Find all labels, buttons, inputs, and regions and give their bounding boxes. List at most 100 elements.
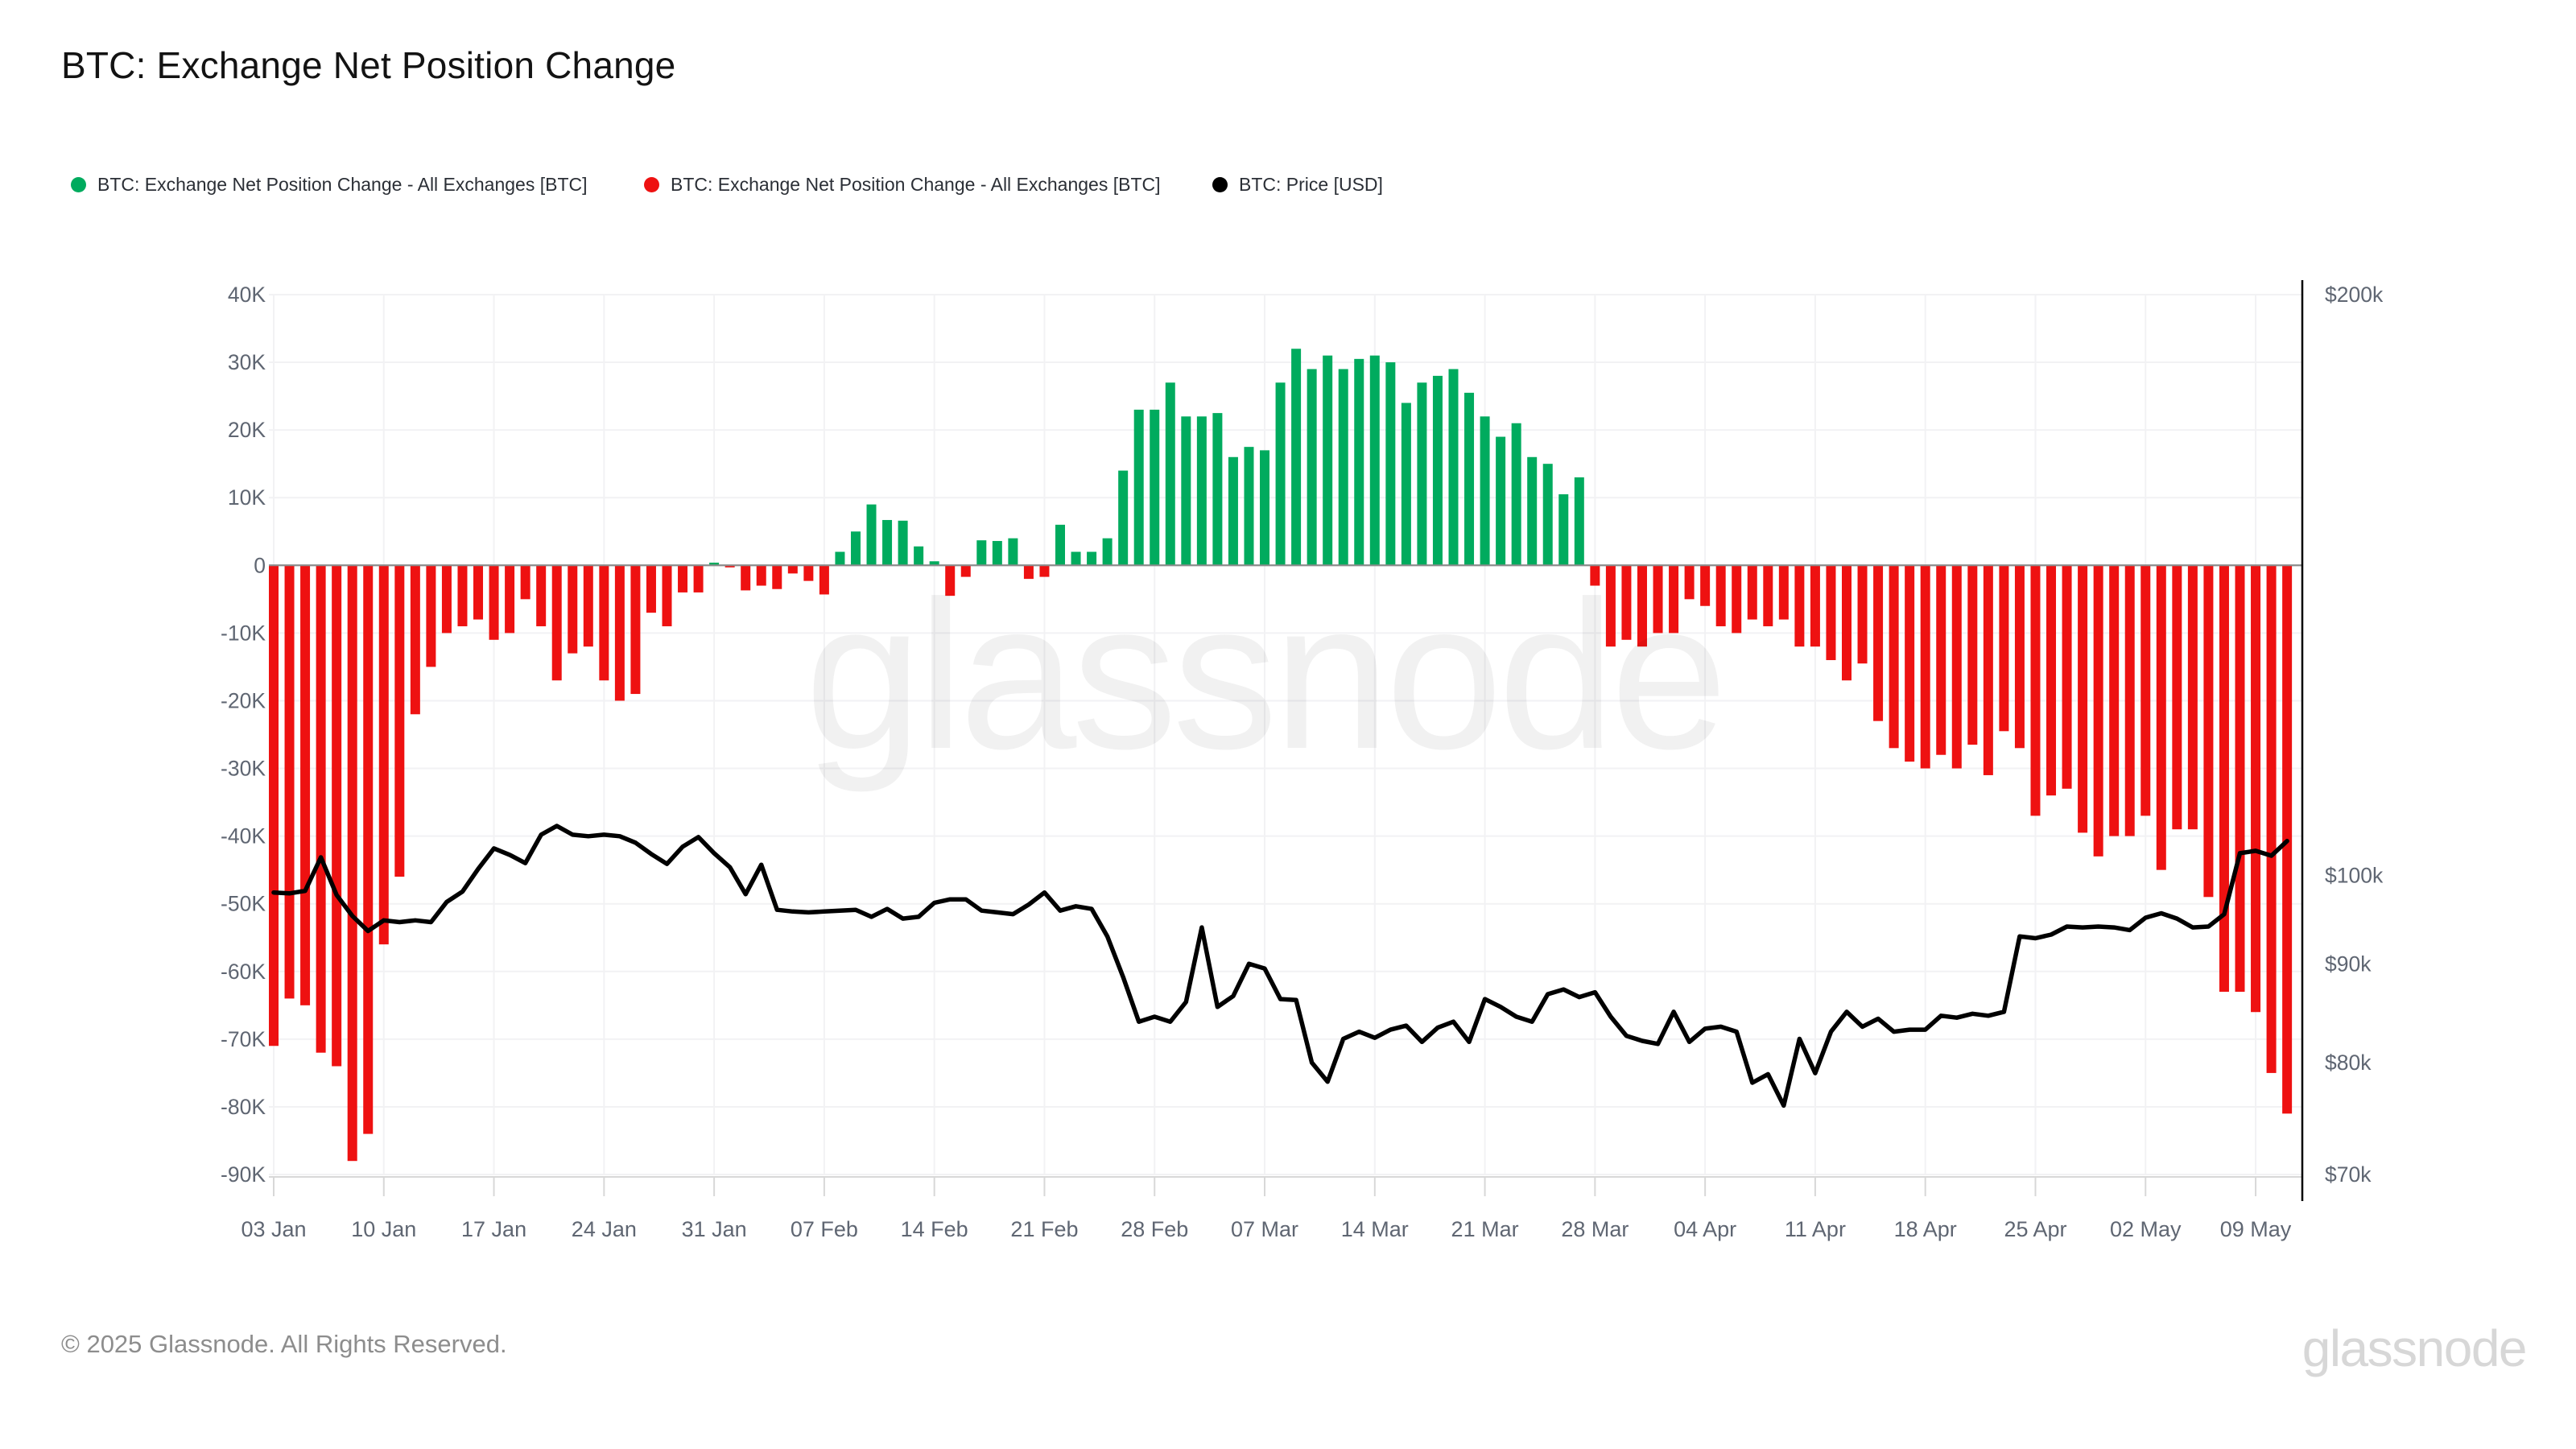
netflow-bar[interactable]: [1527, 456, 1538, 566]
netflow-bar[interactable]: [678, 565, 688, 592]
netflow-bar[interactable]: [1669, 565, 1679, 634]
netflow-bar[interactable]: [929, 561, 939, 566]
netflow-bar[interactable]: [332, 565, 342, 1067]
netflow-bar[interactable]: [1920, 565, 1930, 769]
netflow-bar[interactable]: [1055, 524, 1065, 566]
netflow-bar[interactable]: [1684, 565, 1695, 600]
netflow-bar[interactable]: [646, 565, 656, 613]
netflow-bar[interactable]: [1621, 565, 1632, 640]
netflow-bar[interactable]: [1008, 538, 1018, 566]
netflow-bar[interactable]: [1275, 382, 1286, 566]
netflow-bar[interactable]: [1480, 416, 1490, 566]
netflow-bar[interactable]: [473, 565, 484, 620]
netflow-bar[interactable]: [1369, 355, 1380, 566]
netflow-bar[interactable]: [505, 565, 515, 634]
netflow-bar[interactable]: [1794, 565, 1805, 647]
netflow-bar[interactable]: [1291, 349, 1302, 566]
netflow-bar[interactable]: [2062, 565, 2072, 789]
netflow-bar[interactable]: [1842, 565, 1852, 681]
netflow-bar[interactable]: [551, 565, 562, 681]
netflow-bar[interactable]: [1023, 565, 1034, 580]
netflow-bar[interactable]: [1732, 565, 1742, 634]
netflow-bar[interactable]: [2109, 565, 2120, 836]
legend-item-netflow-positive[interactable]: BTC: Exchange Net Position Change - All …: [71, 174, 588, 196]
netflow-bar[interactable]: [378, 565, 389, 945]
netflow-bar[interactable]: [945, 565, 956, 597]
netflow-bar[interactable]: [1905, 565, 1915, 762]
netflow-bar[interactable]: [1196, 416, 1207, 566]
netflow-bar[interactable]: [1826, 565, 1836, 661]
netflow-bar[interactable]: [1118, 470, 1129, 566]
netflow-bar[interactable]: [1432, 375, 1443, 566]
netflow-bar[interactable]: [914, 546, 924, 566]
netflow-bar[interactable]: [1260, 450, 1270, 566]
netflow-bar[interactable]: [1165, 382, 1175, 566]
netflow-bar[interactable]: [284, 565, 295, 999]
netflow-bar[interactable]: [568, 565, 578, 654]
netflow-bar[interactable]: [756, 565, 766, 586]
netflow-bar[interactable]: [1385, 362, 1396, 566]
netflow-bar[interactable]: [1889, 565, 1899, 749]
netflow-bar[interactable]: [1150, 409, 1160, 566]
netflow-bar[interactable]: [2187, 565, 2198, 830]
netflow-bar[interactable]: [300, 565, 311, 1005]
netflow-bar[interactable]: [787, 565, 798, 574]
netflow-bar[interactable]: [1574, 477, 1584, 566]
netflow-bar[interactable]: [1999, 565, 2009, 732]
netflow-bar[interactable]: [1983, 565, 1993, 775]
netflow-bar[interactable]: [457, 565, 468, 626]
netflow-bar[interactable]: [583, 565, 593, 647]
netflow-bar[interactable]: [1967, 565, 1978, 745]
legend-item-price[interactable]: BTC: Price [USD]: [1212, 174, 1383, 196]
netflow-bar[interactable]: [1951, 565, 1962, 769]
netflow-bar[interactable]: [1700, 565, 1711, 606]
netflow-bar[interactable]: [803, 565, 814, 581]
netflow-bar[interactable]: [1354, 358, 1364, 566]
netflow-bar[interactable]: [489, 565, 499, 640]
netflow-bar[interactable]: [536, 565, 547, 626]
netflow-bar[interactable]: [1102, 538, 1113, 566]
netflow-bar[interactable]: [1039, 565, 1050, 577]
netflow-bar[interactable]: [2203, 565, 2214, 898]
netflow-bar[interactable]: [269, 565, 279, 1046]
netflow-bar[interactable]: [2172, 565, 2182, 830]
netflow-bar[interactable]: [1653, 565, 1663, 634]
netflow-bar[interactable]: [2078, 565, 2088, 833]
netflow-bar[interactable]: [1212, 413, 1223, 566]
netflow-bar[interactable]: [1763, 565, 1773, 626]
netflow-bar[interactable]: [363, 565, 374, 1134]
netflow-bar[interactable]: [850, 531, 861, 566]
netflow-bar[interactable]: [1715, 565, 1726, 626]
netflow-bar[interactable]: [2140, 565, 2151, 816]
netflow-bar[interactable]: [426, 565, 436, 667]
netflow-bar[interactable]: [1857, 565, 1868, 664]
netflow-bar[interactable]: [1181, 416, 1191, 566]
netflow-bar[interactable]: [960, 565, 971, 577]
netflow-bar[interactable]: [1338, 369, 1348, 566]
netflow-bar[interactable]: [2156, 565, 2166, 870]
netflow-bar[interactable]: [1637, 565, 1647, 647]
netflow-bar[interactable]: [1810, 565, 1820, 647]
netflow-bar[interactable]: [441, 565, 452, 634]
netflow-bar[interactable]: [2030, 565, 2041, 816]
netflow-bar[interactable]: [410, 565, 420, 715]
netflow-bar[interactable]: [2235, 565, 2245, 993]
netflow-bar[interactable]: [2251, 565, 2261, 1013]
netflow-bar[interactable]: [1778, 565, 1789, 620]
netflow-bar[interactable]: [693, 565, 704, 592]
netflow-bar[interactable]: [394, 565, 405, 877]
netflow-bar[interactable]: [1496, 436, 1506, 566]
netflow-bar[interactable]: [520, 565, 530, 600]
netflow-bar[interactable]: [614, 565, 625, 701]
netflow-bar[interactable]: [1511, 423, 1521, 566]
netflow-bar[interactable]: [1133, 409, 1144, 566]
netflow-bar[interactable]: [599, 565, 609, 681]
netflow-bar[interactable]: [316, 565, 326, 1053]
netflow-bar[interactable]: [819, 565, 829, 595]
legend-item-netflow-negative[interactable]: BTC: Exchange Net Position Change - All …: [644, 174, 1161, 196]
netflow-bar[interactable]: [898, 520, 908, 566]
netflow-bar[interactable]: [347, 565, 357, 1162]
netflow-bar[interactable]: [2124, 565, 2135, 836]
netflow-bar[interactable]: [2093, 565, 2103, 857]
